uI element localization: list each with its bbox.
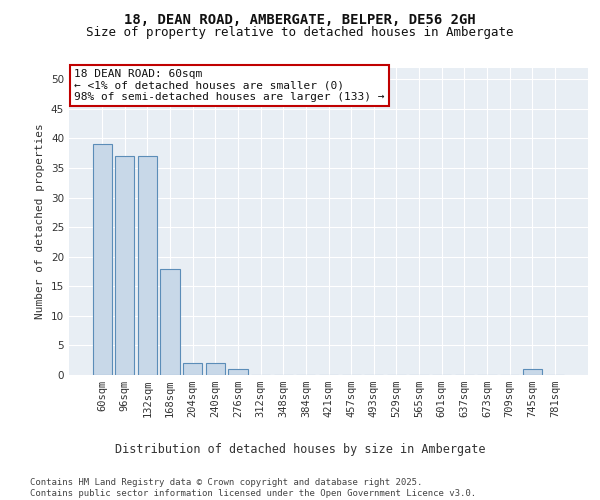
Bar bbox=[229, 369, 248, 375]
Bar bbox=[138, 156, 157, 375]
Bar bbox=[206, 363, 225, 375]
Bar bbox=[160, 268, 180, 375]
Y-axis label: Number of detached properties: Number of detached properties bbox=[35, 124, 46, 319]
Bar bbox=[523, 369, 542, 375]
Text: Distribution of detached houses by size in Ambergate: Distribution of detached houses by size … bbox=[115, 442, 485, 456]
Bar bbox=[92, 144, 112, 375]
Text: Size of property relative to detached houses in Ambergate: Size of property relative to detached ho… bbox=[86, 26, 514, 39]
Bar bbox=[115, 156, 134, 375]
Text: 18, DEAN ROAD, AMBERGATE, BELPER, DE56 2GH: 18, DEAN ROAD, AMBERGATE, BELPER, DE56 2… bbox=[124, 12, 476, 26]
Text: Contains HM Land Registry data © Crown copyright and database right 2025.
Contai: Contains HM Land Registry data © Crown c… bbox=[30, 478, 476, 498]
Bar bbox=[183, 363, 202, 375]
Text: 18 DEAN ROAD: 60sqm
← <1% of detached houses are smaller (0)
98% of semi-detache: 18 DEAN ROAD: 60sqm ← <1% of detached ho… bbox=[74, 69, 385, 102]
